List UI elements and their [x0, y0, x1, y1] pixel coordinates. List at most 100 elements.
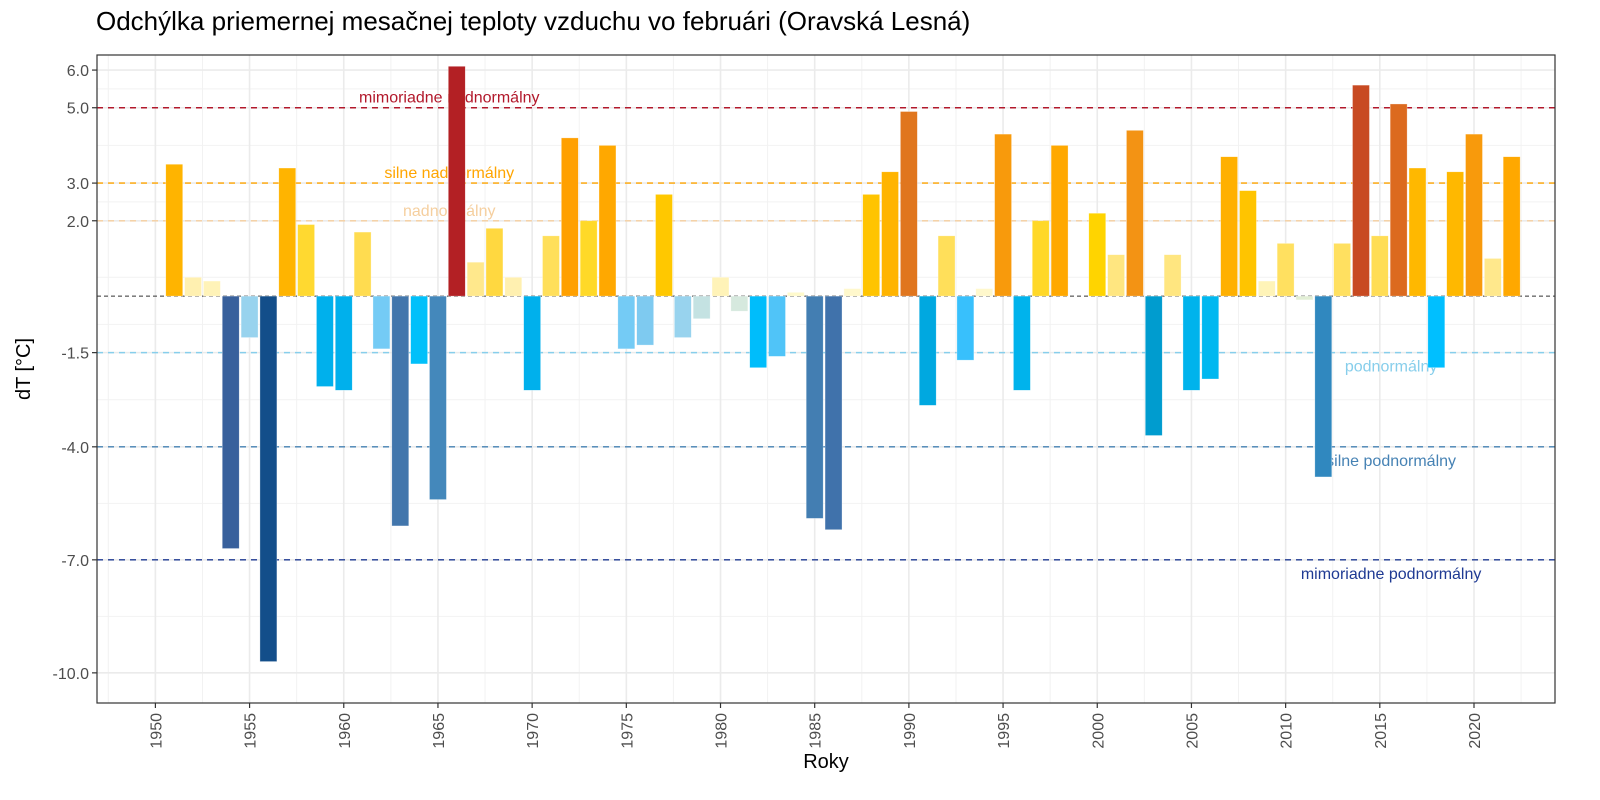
bar-1970: [523, 295, 541, 391]
y-tick-label: 3.0: [67, 176, 89, 193]
bar-2003: [1144, 295, 1163, 436]
bar-1980: [711, 276, 730, 297]
bar-2018: [1427, 295, 1446, 368]
bar-1953: [203, 280, 221, 297]
bar-2002: [1126, 130, 1144, 297]
bars: [165, 66, 1521, 662]
bar-2011: [1295, 295, 1314, 301]
bar-2010: [1276, 243, 1295, 297]
bar-1963: [391, 295, 410, 527]
bar-2020: [1465, 133, 1483, 297]
x-tick-label: 1965: [431, 713, 448, 749]
y-tick-label: -1.5: [61, 346, 89, 363]
bar-2007: [1220, 156, 1238, 297]
bar-1979: [692, 295, 711, 320]
x-tick-label: 2005: [1184, 713, 1201, 749]
bar-1958: [297, 224, 315, 297]
bar-1991: [918, 295, 937, 406]
bar-1998: [1050, 145, 1069, 297]
x-axis-title: Roky: [803, 751, 849, 773]
bar-1988: [862, 194, 880, 297]
bar-1997: [1031, 220, 1050, 297]
bar-2005: [1182, 295, 1201, 391]
bar-1957: [278, 167, 297, 297]
bar-2013: [1333, 243, 1351, 297]
bar-1971: [542, 235, 560, 297]
x-tick-label: 1970: [525, 713, 542, 749]
bar-1994: [975, 288, 994, 297]
bar-1974: [598, 145, 617, 297]
bar-1962: [372, 295, 391, 350]
bar-1960: [334, 295, 353, 391]
bar-1965: [429, 295, 447, 500]
bar-1975: [617, 295, 636, 350]
bar-2014: [1352, 84, 1370, 297]
x-tick-label: 1960: [337, 713, 354, 749]
bar-1972: [561, 137, 579, 297]
bar-1992: [937, 235, 956, 297]
x-tick-label: 1975: [619, 713, 636, 749]
bar-1976: [636, 295, 654, 346]
x-tick-label: 1955: [243, 713, 260, 749]
y-tick-label: -4.0: [61, 440, 89, 457]
bar-2021: [1484, 258, 1502, 297]
reference-label: silne podnormálny: [1326, 453, 1456, 470]
bar-2019: [1446, 171, 1464, 297]
y-tick-label: -7.0: [61, 553, 89, 570]
bar-1993: [956, 295, 975, 361]
bar-2006: [1201, 295, 1220, 380]
x-tick-label: 2020: [1467, 713, 1484, 749]
bar-1951: [165, 163, 184, 297]
bar-2015: [1371, 235, 1389, 297]
bar-1969: [504, 276, 523, 297]
bar-1954: [221, 295, 240, 549]
x-tick-label: 1985: [808, 713, 825, 749]
x-tick-label: 1980: [714, 713, 731, 749]
y-axis-title: dT [°C]: [13, 338, 35, 400]
chart-title: Odchýlka priemernej mesačnej teploty vzd…: [96, 6, 971, 36]
bar-1978: [674, 295, 692, 338]
reference-label: podnormálny: [1345, 359, 1438, 376]
bar-2022: [1502, 156, 1521, 297]
x-axis: 1950 1955 1960 1965 1970 1975 1980 1985 1990 1995…: [148, 703, 1484, 749]
bar-2009: [1258, 280, 1276, 297]
y-tick-label: -10.0: [53, 666, 90, 683]
y-tick-label: 6.0: [67, 63, 89, 80]
bar-2008: [1239, 190, 1257, 297]
x-tick-label: 2015: [1373, 713, 1390, 749]
bar-1952: [184, 276, 202, 297]
bar-1959: [316, 295, 334, 387]
bar-1982: [749, 295, 767, 368]
bar-1967: [466, 261, 485, 297]
bar-1995: [994, 133, 1012, 297]
bar-1981: [730, 295, 749, 312]
bar-2001: [1107, 254, 1125, 297]
bar-1990: [900, 111, 918, 297]
bar-1983: [768, 295, 786, 357]
y-tick-label: 2.0: [67, 214, 89, 231]
bar-1961: [353, 231, 372, 297]
x-tick-label: 1950: [148, 713, 165, 749]
x-tick-label: 2000: [1090, 713, 1107, 749]
bar-1964: [410, 295, 428, 365]
bar-1956: [259, 295, 278, 662]
bar-1985: [805, 295, 824, 519]
bar-2016: [1389, 103, 1408, 297]
y-tick-label: 5.0: [67, 101, 89, 118]
x-tick-label: 1995: [996, 713, 1013, 749]
y-axis: 6.0 5.0 3.0 2.0 -1.5 -4.0 -7.0 -10.0: [53, 63, 97, 683]
bar-1987: [843, 288, 862, 297]
bar-2004: [1163, 254, 1182, 297]
bar-1984: [787, 292, 805, 297]
bar-1986: [824, 295, 843, 530]
x-tick-label: 1990: [902, 713, 919, 749]
bar-1996: [1013, 295, 1031, 391]
bar-1955: [240, 295, 259, 338]
reference-label: mimoriadne podnormálny: [1301, 566, 1482, 583]
bar-1977: [655, 194, 673, 297]
bar-1968: [485, 228, 504, 297]
bar-1966: [448, 66, 466, 297]
bar-2000: [1088, 212, 1107, 297]
